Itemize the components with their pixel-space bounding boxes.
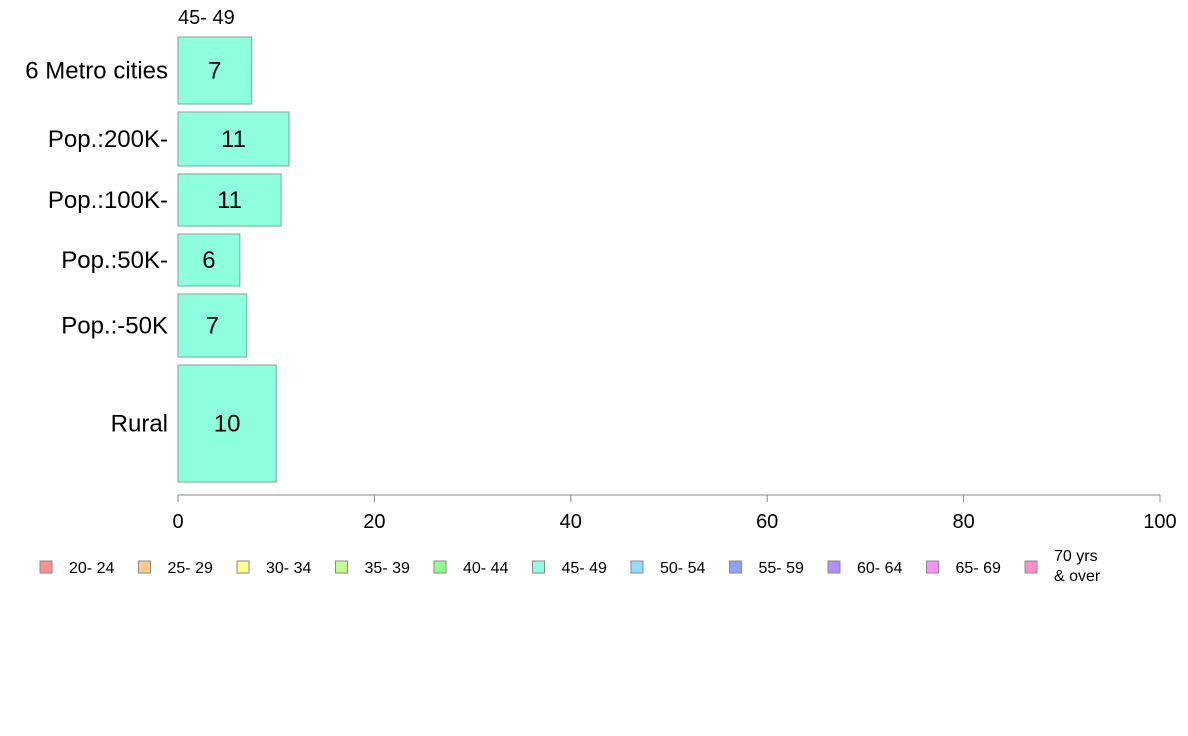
bar xyxy=(177,233,241,287)
legend-swatch xyxy=(39,560,53,574)
bar xyxy=(177,173,282,227)
legend-label-line: 35- 39 xyxy=(365,560,410,577)
legend-label-line: 30- 34 xyxy=(266,560,311,577)
legend-label-line: 60- 64 xyxy=(857,560,902,577)
legend-label: 20- 24 xyxy=(69,560,114,577)
x-tick-label: 40 xyxy=(560,511,582,533)
legend-label: 55- 59 xyxy=(759,560,804,577)
bar-value-label: 11 xyxy=(221,126,246,153)
category-label: Pop.:100K- xyxy=(48,187,168,214)
legend-swatch xyxy=(532,560,545,574)
legend-label-line: 20- 24 xyxy=(69,560,114,577)
category-label: 6 Metro cities xyxy=(25,58,168,85)
x-tick-label: 20 xyxy=(363,511,385,533)
legend-swatch xyxy=(926,560,939,574)
legend-label: 60- 64 xyxy=(857,560,902,577)
x-tick-label: 60 xyxy=(756,511,778,533)
category-label: Rural xyxy=(111,411,168,438)
bar-value-label: 11 xyxy=(217,187,242,214)
bar-value-label: 10 xyxy=(214,411,241,438)
legend-label-line: 45- 49 xyxy=(562,560,607,577)
x-tick-label: 80 xyxy=(952,511,974,533)
bar-value-label: 7 xyxy=(206,313,219,340)
legend-label: 40- 44 xyxy=(463,560,508,577)
legend-label-line: 55- 59 xyxy=(759,560,804,577)
legend-swatch xyxy=(630,560,644,574)
column-header-label: 45- 49 xyxy=(178,7,235,29)
x-tick-label: 0 xyxy=(172,511,183,533)
legend-label: 70 yrs & over xyxy=(1054,548,1101,585)
legend-swatch xyxy=(1024,560,1038,574)
category-label: Pop.:200K- xyxy=(48,126,168,153)
category-labels: 6 Metro cities Pop.:200K- Pop.:100K- Pop.:5… xyxy=(25,58,168,438)
legend-label-line: 25- 29 xyxy=(168,560,213,577)
x-tick-label: 100 xyxy=(1143,511,1176,533)
legend-label-line: 40- 44 xyxy=(463,560,508,577)
legend-label-line: 65- 69 xyxy=(956,560,1001,577)
legend: 20- 24 25- 29 30- 34 35- 39 40- 44 45- 49 50- … xyxy=(39,548,1101,585)
legend-swatch xyxy=(138,560,151,574)
legend-swatch xyxy=(433,560,447,574)
legend-swatch xyxy=(236,560,250,574)
legend-label-line: 50- 54 xyxy=(660,560,705,577)
category-label: Pop.:50K- xyxy=(61,247,168,274)
bar xyxy=(177,293,248,358)
bar xyxy=(177,111,290,167)
legend-label: 50- 54 xyxy=(660,560,705,577)
legend-label: 45- 49 xyxy=(562,560,607,577)
legend-swatch xyxy=(335,560,348,574)
legend-label: 25- 29 xyxy=(168,560,213,577)
legend-label: 30- 34 xyxy=(266,560,311,577)
bar-value-label: 6 xyxy=(202,247,215,274)
bars-group: 7 11 11 6 7 10 xyxy=(177,36,290,483)
category-label: Pop.:-50K xyxy=(61,313,168,340)
legend-label-line: 70 yrs xyxy=(1054,548,1098,565)
bar-value-label: 7 xyxy=(208,58,221,85)
legend-label-line: & over xyxy=(1054,568,1101,585)
bar xyxy=(177,364,277,483)
bar xyxy=(177,36,253,105)
legend-swatch xyxy=(729,560,742,574)
x-axis: 0 20 40 60 80 100 xyxy=(172,494,1177,533)
legend-swatch xyxy=(827,560,841,574)
legend-label: 35- 39 xyxy=(365,560,410,577)
legend-label: 65- 69 xyxy=(956,560,1001,577)
